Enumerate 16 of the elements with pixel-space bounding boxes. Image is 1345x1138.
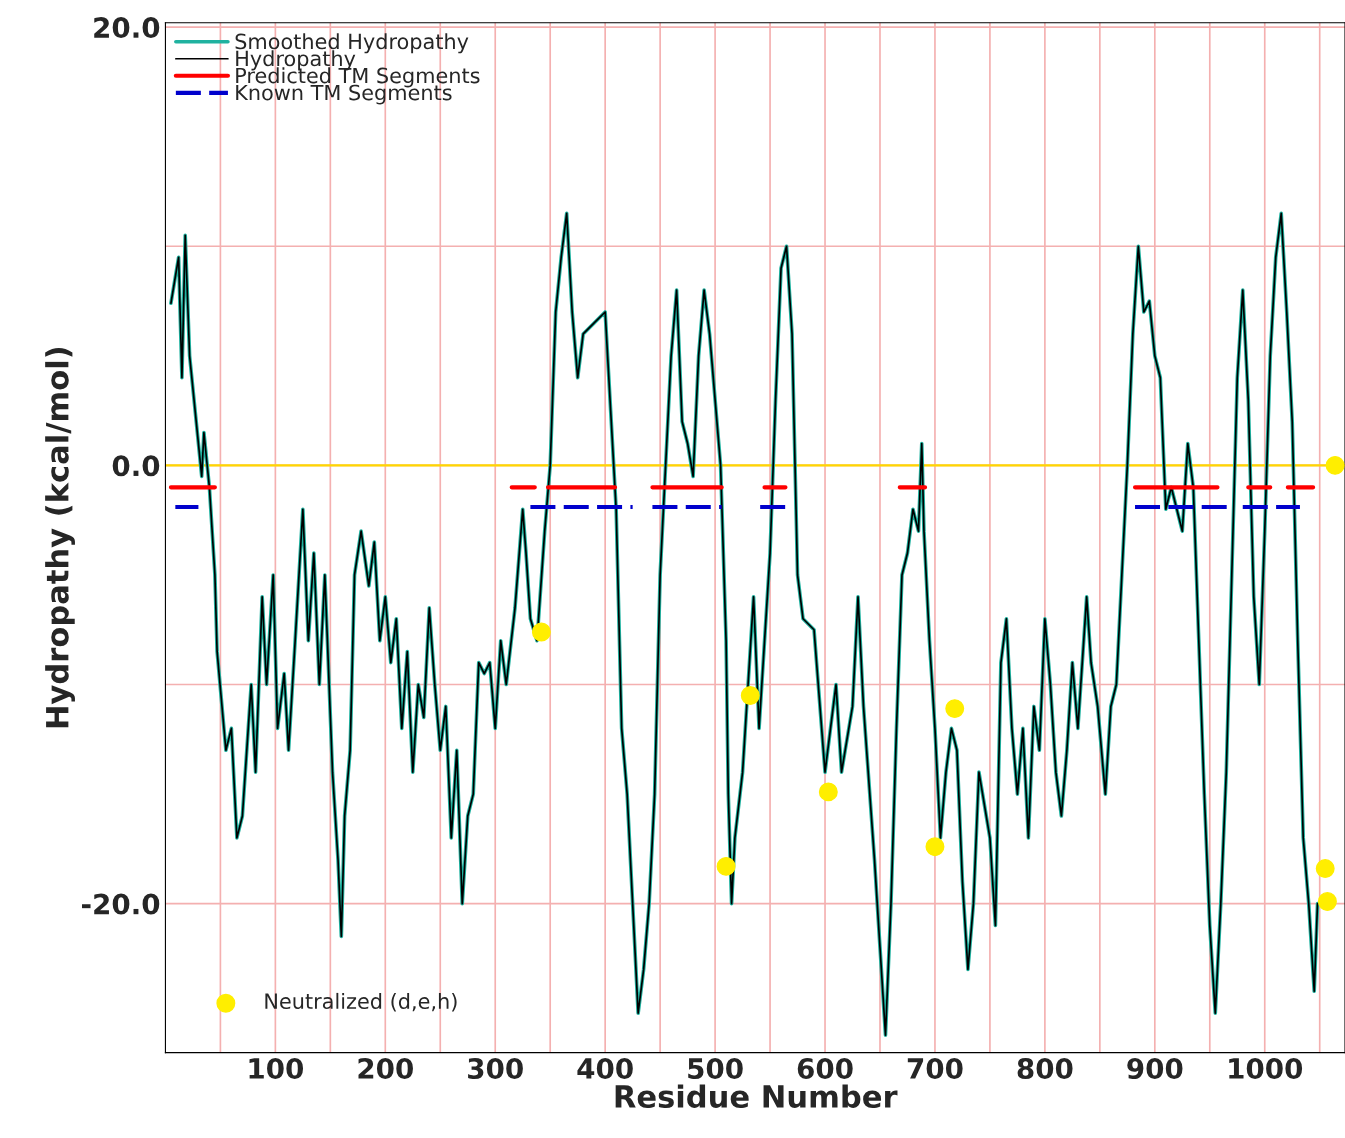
x-tick-label: 900 — [1127, 1058, 1183, 1080]
y-tick-label: 20.0 — [94, 17, 160, 39]
y-tick-label: 0.0 — [112, 455, 160, 477]
x-tick-label: 500 — [688, 1058, 743, 1080]
x-tick-label: 200 — [358, 1058, 413, 1080]
legend-label: Neutralized (d,e,h) — [265, 992, 457, 1012]
y-axis-title: Hydropathy (kcal/mol) — [45, 347, 75, 728]
x-tick-label: 100 — [249, 1058, 304, 1080]
x-axis-title: Residue Number — [615, 1084, 898, 1109]
x-tick-label: 700 — [907, 1058, 963, 1080]
x-tick-label: 1000 — [1229, 1058, 1303, 1080]
x-tick-label: 600 — [797, 1058, 853, 1080]
x-tick-label: 800 — [1017, 1058, 1073, 1080]
x-tick-label: 400 — [577, 1058, 633, 1080]
y-tick-label: -20.0 — [82, 893, 160, 915]
x-tick-label: 300 — [468, 1058, 523, 1080]
